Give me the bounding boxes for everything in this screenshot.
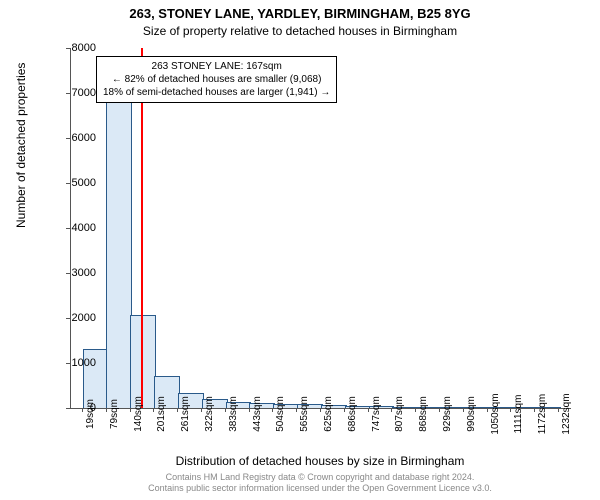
y-tick-mark <box>66 363 70 364</box>
y-tick-label: 1000 <box>56 357 96 369</box>
x-tick-label: 261sqm <box>180 396 191 432</box>
x-tick-label: 868sqm <box>418 396 429 432</box>
y-tick-mark <box>66 48 70 49</box>
x-tick-mark <box>510 408 511 412</box>
x-tick-mark <box>296 408 297 412</box>
x-tick-label: 322sqm <box>204 396 215 432</box>
x-tick-label: 1172sqm <box>537 394 548 434</box>
x-tick-mark <box>463 408 464 412</box>
y-tick-mark <box>66 228 70 229</box>
x-tick-label: 747sqm <box>371 396 382 432</box>
y-tick-mark <box>66 183 70 184</box>
x-tick-mark <box>439 408 440 412</box>
callout-line2: ← 82% of detached houses are smaller (9,… <box>103 73 330 86</box>
x-tick-mark <box>487 408 488 412</box>
x-tick-label: 79sqm <box>109 399 120 429</box>
property-callout: 263 STONEY LANE: 167sqm ← 82% of detache… <box>96 56 337 103</box>
x-tick-label: 807sqm <box>394 396 405 432</box>
y-tick-label: 5000 <box>56 177 96 189</box>
callout-line1: 263 STONEY LANE: 167sqm <box>103 60 330 73</box>
x-tick-mark <box>106 408 107 412</box>
y-tick-label: 7000 <box>56 87 96 99</box>
x-tick-mark <box>225 408 226 412</box>
x-tick-label: 625sqm <box>323 396 334 432</box>
x-tick-label: 1050sqm <box>490 393 501 434</box>
x-tick-label: 201sqm <box>156 396 167 432</box>
x-tick-mark <box>368 408 369 412</box>
x-tick-mark <box>558 408 559 412</box>
x-tick-label: 443sqm <box>252 396 263 432</box>
x-tick-label: 1232sqm <box>561 393 572 434</box>
chart-container: 263, STONEY LANE, YARDLEY, BIRMINGHAM, B… <box>0 0 600 500</box>
y-tick-mark <box>66 408 70 409</box>
y-axis-label: Number of detached properties <box>14 63 28 228</box>
x-tick-label: 929sqm <box>442 396 453 432</box>
x-axis-label: Distribution of detached houses by size … <box>70 454 570 468</box>
y-tick-mark <box>66 273 70 274</box>
footer-line2: Contains public sector information licen… <box>148 483 492 493</box>
chart-title-line2: Size of property relative to detached ho… <box>0 24 600 38</box>
y-tick-label: 8000 <box>56 42 96 54</box>
x-tick-label: 383sqm <box>228 396 239 432</box>
x-tick-mark <box>201 408 202 412</box>
x-tick-mark <box>82 408 83 412</box>
x-tick-mark <box>320 408 321 412</box>
plot-area: 263 STONEY LANE: 167sqm ← 82% of detache… <box>70 48 571 409</box>
x-tick-mark <box>272 408 273 412</box>
x-tick-mark <box>391 408 392 412</box>
chart-title-line1: 263, STONEY LANE, YARDLEY, BIRMINGHAM, B… <box>0 6 600 21</box>
y-tick-label: 2000 <box>56 312 96 324</box>
x-tick-mark <box>534 408 535 412</box>
y-tick-mark <box>66 318 70 319</box>
y-tick-mark <box>66 93 70 94</box>
histogram-bar <box>106 97 132 409</box>
y-tick-mark <box>66 138 70 139</box>
y-tick-label: 6000 <box>56 132 96 144</box>
x-tick-mark <box>130 408 131 412</box>
footer-attribution: Contains HM Land Registry data © Crown c… <box>70 472 570 494</box>
x-tick-label: 140sqm <box>133 396 144 432</box>
y-tick-label: 4000 <box>56 222 96 234</box>
x-tick-label: 565sqm <box>299 396 310 432</box>
x-tick-mark <box>177 408 178 412</box>
x-tick-label: 686sqm <box>347 396 358 432</box>
footer-line1: Contains HM Land Registry data © Crown c… <box>166 472 475 482</box>
x-tick-label: 990sqm <box>466 396 477 432</box>
callout-line3: 18% of semi-detached houses are larger (… <box>103 86 330 99</box>
histogram-bar <box>130 315 156 408</box>
y-tick-label: 3000 <box>56 267 96 279</box>
x-tick-mark <box>153 408 154 412</box>
x-tick-label: 19sqm <box>85 399 96 429</box>
x-tick-mark <box>249 408 250 412</box>
x-tick-mark <box>344 408 345 412</box>
x-tick-label: 504sqm <box>275 396 286 432</box>
x-tick-mark <box>415 408 416 412</box>
x-tick-label: 1111sqm <box>513 395 524 434</box>
